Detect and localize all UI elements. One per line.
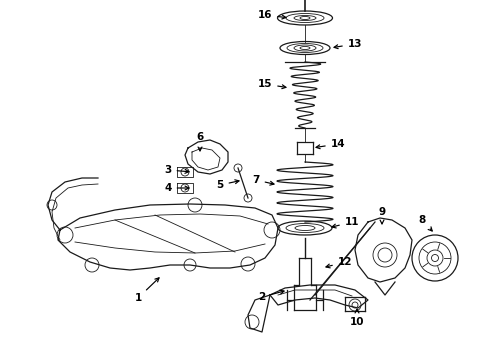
- Text: 16: 16: [258, 10, 286, 20]
- Text: 11: 11: [332, 217, 359, 228]
- Text: 13: 13: [334, 39, 362, 49]
- Text: 6: 6: [196, 132, 204, 151]
- Text: 15: 15: [258, 79, 286, 89]
- Text: 10: 10: [350, 309, 364, 327]
- Text: 5: 5: [217, 180, 239, 190]
- Text: 7: 7: [252, 175, 274, 185]
- Text: 4: 4: [164, 183, 189, 193]
- Text: 2: 2: [258, 290, 284, 302]
- Text: 3: 3: [164, 165, 189, 175]
- Text: 1: 1: [134, 278, 159, 303]
- Text: 14: 14: [316, 139, 345, 149]
- Text: 12: 12: [326, 257, 352, 268]
- Text: 8: 8: [418, 215, 432, 231]
- Text: 9: 9: [378, 207, 386, 224]
